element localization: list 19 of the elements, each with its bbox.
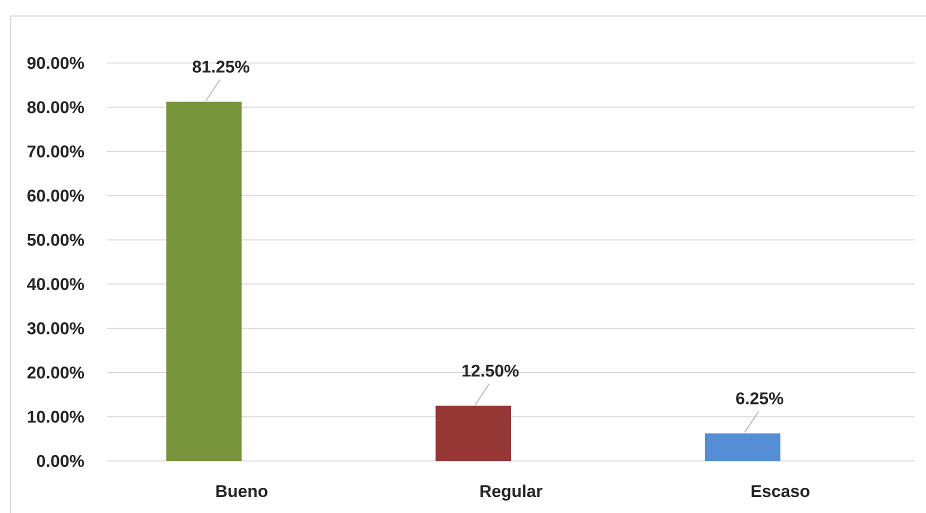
y-tick-label: 60.00% <box>27 190 84 202</box>
y-tick-label: 40.00% <box>27 278 84 290</box>
data-label: 12.50% <box>462 364 519 377</box>
x-tick-label: Regular <box>480 484 542 501</box>
bar <box>166 102 242 461</box>
bar <box>436 406 511 461</box>
x-tick-label: Bueno <box>216 485 268 498</box>
y-tick-label: 80.00% <box>27 101 84 114</box>
data-label: 81.25% <box>192 60 250 73</box>
y-tick-label: 0.00% <box>36 454 84 468</box>
data-label: 6.25% <box>736 392 784 404</box>
x-tick-label: Escaso <box>752 485 810 498</box>
y-tick-label: 70.00% <box>28 145 84 158</box>
bar <box>704 433 780 461</box>
y-tick-label: 20.00% <box>27 366 84 379</box>
y-tick-label: 30.00% <box>27 322 84 334</box>
y-tick-label: 50.00% <box>27 234 84 246</box>
y-tick-label: 10.00% <box>28 410 84 423</box>
y-tick-label: 90.00% <box>27 56 84 70</box>
